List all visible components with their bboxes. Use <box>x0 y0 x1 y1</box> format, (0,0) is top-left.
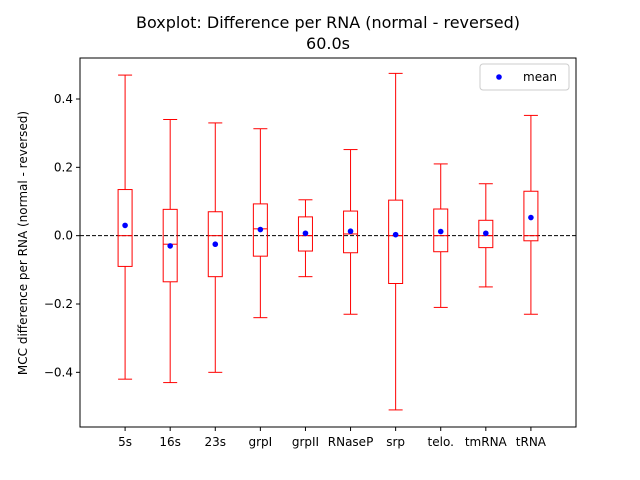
mean-marker <box>347 228 354 235</box>
legend-mean-marker <box>496 74 502 80</box>
x-tick-label: 23s <box>205 435 227 449</box>
mean-marker <box>483 230 489 237</box>
box-iqr <box>433 208 449 253</box>
chart-title: Boxplot: Difference per RNA (normal - re… <box>136 13 520 32</box>
box-iqr <box>478 219 494 249</box>
box-iqr <box>523 190 539 242</box>
legend: mean <box>479 63 570 91</box>
mean-marker <box>392 231 399 238</box>
box-iqr <box>117 189 133 267</box>
plot-area: −0.4 −0.2 0.0 0.2 0.4 5s 16s 23s grpI grpII RNaseP… <box>44 57 577 449</box>
box-iqr <box>207 211 223 278</box>
legend-frame <box>479 63 570 91</box>
chart-subtitle: 60.0s <box>306 34 350 53</box>
x-tick-label: tRNA <box>516 435 547 449</box>
x-tick-label: srp <box>386 435 405 449</box>
box-iqr <box>162 208 178 283</box>
x-tick-label: grpII <box>292 435 319 449</box>
y-axis-label: MCC difference per RNA (normal - reverse… <box>16 111 30 375</box>
y-tick-label: −0.4 <box>44 365 73 379</box>
y-tick-label: −0.2 <box>44 297 73 311</box>
mean-marker <box>257 226 264 233</box>
mean-marker <box>167 243 173 249</box>
mean-marker <box>212 241 219 248</box>
x-tick-label: tmRNA <box>465 435 508 449</box>
mean-marker <box>122 222 128 229</box>
y-tick-label: 0.4 <box>54 92 73 106</box>
x-tick-label: telo. <box>428 435 454 449</box>
box-iqr <box>343 210 359 254</box>
box-iqr <box>388 199 404 284</box>
x-tick-label: RNaseP <box>328 435 374 449</box>
mean-marker <box>528 214 534 221</box>
plot-frame <box>79 57 577 428</box>
box-iqr <box>252 203 268 257</box>
x-tick-label: 16s <box>159 435 181 449</box>
box-iqr <box>297 216 313 252</box>
legend-mean-label: mean <box>523 70 557 84</box>
y-tick-label: 0.0 <box>54 229 73 243</box>
mean-marker <box>437 228 444 235</box>
y-tick-label: 0.2 <box>54 160 73 174</box>
mean-marker <box>302 230 309 237</box>
x-tick-label: grpI <box>249 435 273 449</box>
x-tick-label: 5s <box>118 435 132 449</box>
